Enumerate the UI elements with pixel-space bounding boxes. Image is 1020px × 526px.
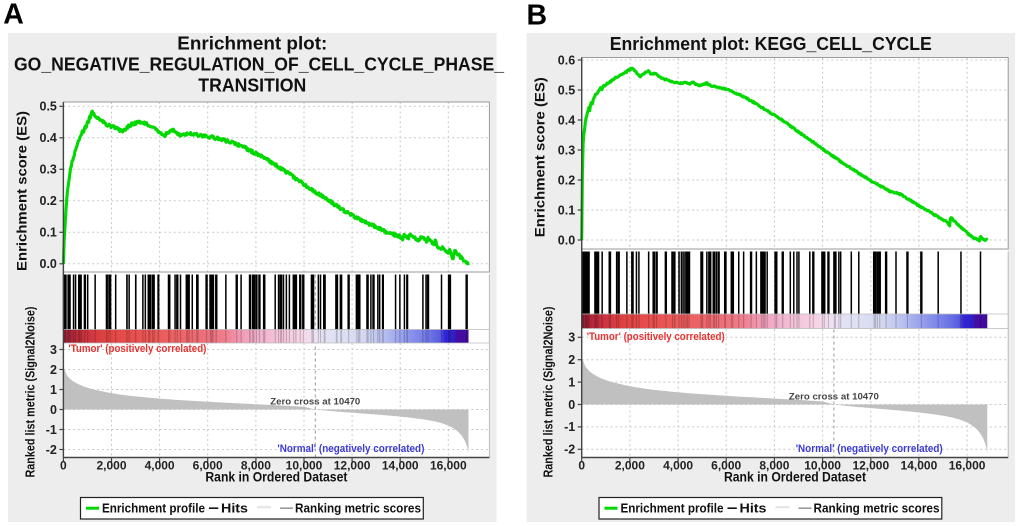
svg-text:0.1: 0.1: [558, 203, 575, 217]
svg-text:0: 0: [50, 403, 57, 417]
svg-text:Enrichment plot: KEGG_CELL_CYC: Enrichment plot: KEGG_CELL_CYCLE: [610, 34, 932, 54]
svg-text:Enrichment plot:: Enrichment plot:: [177, 34, 327, 54]
svg-text:8,000: 8,000: [759, 459, 789, 473]
svg-text:Enrichment profile: Enrichment profile: [102, 501, 205, 516]
svg-text:0.4: 0.4: [40, 131, 57, 145]
svg-text:4,000: 4,000: [663, 459, 693, 473]
svg-text:0.5: 0.5: [558, 83, 575, 97]
svg-text:Hits: Hits: [221, 501, 248, 516]
svg-text:Enrichment score (ES): Enrichment score (ES): [533, 77, 548, 237]
svg-text:0.2: 0.2: [558, 173, 575, 187]
svg-text:'Tumor' (positively correlated: 'Tumor' (positively correlated): [587, 331, 725, 343]
svg-text:0.3: 0.3: [558, 143, 575, 157]
svg-text:2,000: 2,000: [96, 459, 126, 473]
svg-text:Hits: Hits: [740, 501, 767, 516]
svg-text:16,000: 16,000: [430, 459, 467, 473]
svg-text:A: A: [3, 0, 24, 31]
svg-text:14,000: 14,000: [382, 459, 419, 473]
svg-text:'Tumor' (positively correlated: 'Tumor' (positively correlated): [68, 343, 206, 355]
svg-text:-2: -2: [46, 443, 57, 457]
svg-text:1: 1: [50, 383, 57, 397]
svg-text:12,000: 12,000: [334, 459, 371, 473]
svg-text:0.4: 0.4: [558, 113, 575, 127]
svg-text:3: 3: [50, 343, 57, 357]
svg-text:B: B: [527, 0, 548, 32]
svg-text:10,000: 10,000: [286, 459, 323, 473]
svg-text:-2: -2: [564, 443, 575, 457]
svg-text:Ranked list metric (Signal2Noi: Ranked list metric (Signal2Noise): [22, 307, 37, 478]
svg-text:Rank in Ordered Dataset: Rank in Ordered Dataset: [205, 470, 347, 485]
svg-text:TRANSITION: TRANSITION: [198, 76, 306, 96]
svg-text:Ranking metric scores: Ranking metric scores: [814, 501, 940, 516]
svg-text:1: 1: [568, 375, 575, 389]
svg-text:Zero cross at 10470: Zero cross at 10470: [270, 397, 360, 407]
svg-text:10,000: 10,000: [804, 459, 841, 473]
svg-text:3: 3: [568, 331, 575, 345]
svg-text:GO_NEGATIVE_REGULATION_OF_CELL: GO_NEGATIVE_REGULATION_OF_CELL_CYCLE_PHA…: [14, 55, 505, 75]
svg-text:0.5: 0.5: [40, 100, 57, 114]
svg-text:2: 2: [50, 363, 57, 377]
svg-text:4,000: 4,000: [145, 459, 175, 473]
svg-text:14,000: 14,000: [901, 459, 938, 473]
svg-text:0.2: 0.2: [40, 194, 57, 208]
svg-text:0: 0: [60, 459, 67, 473]
svg-text:6,000: 6,000: [193, 459, 223, 473]
svg-text:0.0: 0.0: [558, 233, 575, 247]
svg-text:Ranked list metric (Signal2Noi: Ranked list metric (Signal2Noise): [541, 307, 556, 478]
svg-text:0: 0: [578, 459, 585, 473]
svg-text:12,000: 12,000: [852, 459, 889, 473]
svg-text:Ranking metric scores: Ranking metric scores: [295, 501, 421, 516]
svg-text:Enrichment profile: Enrichment profile: [621, 501, 724, 516]
svg-text:Zero cross at 10470: Zero cross at 10470: [789, 392, 879, 402]
svg-text:0.6: 0.6: [558, 53, 575, 67]
svg-text:8,000: 8,000: [241, 459, 271, 473]
svg-text:'Normal' (negatively correlate: 'Normal' (negatively correlated): [796, 443, 943, 455]
svg-text:2,000: 2,000: [615, 459, 645, 473]
svg-text:6,000: 6,000: [711, 459, 741, 473]
svg-text:16,000: 16,000: [949, 459, 986, 473]
svg-text:Rank in Ordered Dataset: Rank in Ordered Dataset: [724, 470, 866, 485]
svg-text:0.1: 0.1: [40, 226, 57, 240]
svg-text:-1: -1: [564, 420, 575, 434]
svg-text:-1: -1: [46, 423, 57, 437]
svg-text:Enrichment score (ES): Enrichment score (ES): [14, 111, 29, 271]
svg-text:0.0: 0.0: [40, 257, 57, 271]
svg-text:0.3: 0.3: [40, 163, 57, 177]
svg-text:0: 0: [568, 398, 575, 412]
svg-text:'Normal' (negatively correlate: 'Normal' (negatively correlated): [277, 443, 424, 455]
svg-text:2: 2: [568, 353, 575, 367]
